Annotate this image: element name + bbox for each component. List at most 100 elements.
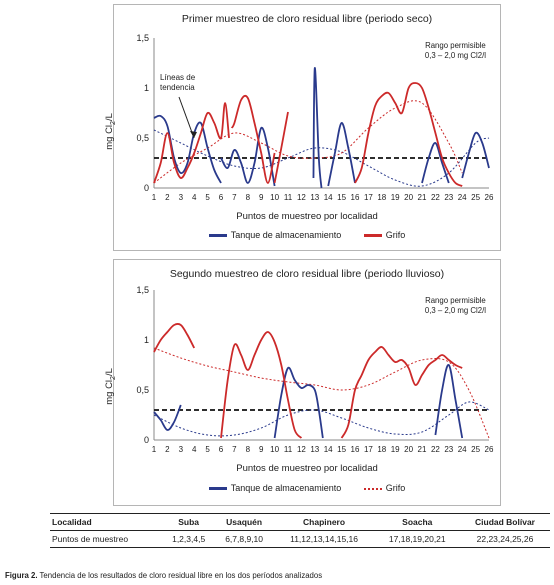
table-header: Usaquén [214, 513, 274, 531]
x-tick-label: 3 [179, 193, 184, 202]
x-tick-label: 12 [297, 193, 306, 202]
y-tick-label: 1,5 [136, 33, 149, 43]
x-tick-label: 26 [485, 193, 494, 202]
trend-line [153, 401, 490, 437]
range-note-line2: 0,3 – 2,0 mg Cl2/l [424, 51, 486, 60]
x-tick-label: 11 [284, 193, 293, 202]
chart-panel-rainy: Segundo muestreo de cloro residual libre… [104, 259, 501, 506]
x-tick-label: 2 [165, 193, 170, 202]
series-line [273, 366, 324, 439]
legend-label-tank: Tanque de almacenamiento [230, 483, 342, 493]
y-axis-label-sub: 2 [109, 376, 117, 380]
x-tick-label: 18 [377, 193, 386, 202]
legend-swatch-tap [363, 234, 382, 238]
table-header: Chapinero [273, 513, 375, 531]
series-line [340, 346, 463, 439]
table-cell: 11,12,13,14,15,16 [273, 530, 375, 548]
y-tick-label: 1 [144, 335, 149, 345]
range-note-line1: Rango permisible [425, 41, 486, 50]
legend-item-tap: Grifo [363, 230, 406, 240]
legend-item-tank: Tanque de almacenamiento [208, 483, 342, 493]
legend-swatch-tank [208, 234, 227, 238]
x-tick-label: 8 [246, 193, 251, 202]
y-tick-label: 0,5 [136, 133, 149, 143]
table-cell: 6,7,8,9,10 [214, 530, 274, 548]
x-tick-label: 5 [205, 445, 210, 454]
x-tick-label: 25 [471, 445, 480, 454]
x-tick-label: 19 [391, 445, 400, 454]
x-tick-label: 9 [259, 445, 264, 454]
y-axis-label-main: mg Cl [103, 124, 115, 150]
annotation-arrowhead [190, 131, 197, 138]
x-tick-label: 22 [431, 193, 440, 202]
caption-text: Tendencia de los resultados de cloro res… [39, 571, 323, 580]
series-line [273, 111, 289, 184]
x-tick-label: 3 [179, 445, 184, 454]
table-cell: 1,2,3,4,5 [162, 530, 215, 548]
table-header-row: Localidad Suba Usaquén Chapinero Soacha … [50, 513, 550, 531]
trend-line [153, 347, 490, 439]
x-tick-label: 14 [324, 445, 333, 454]
legend-label-tank: Tanque de almacenamiento [230, 230, 342, 240]
table-cell: Puntos de muestreo [50, 530, 163, 548]
series-line [153, 114, 222, 184]
legend-swatch-tap [363, 487, 382, 490]
x-tick-label: 18 [377, 445, 386, 454]
y-axis-label-main: mg Cl [103, 379, 115, 405]
x-tick-label: 23 [444, 193, 453, 202]
y-tick-label: 0,5 [136, 385, 149, 395]
y-tick-label: 0 [144, 435, 149, 445]
range-note-line2: 0,3 – 2,0 mg Cl2/l [424, 306, 486, 315]
x-tick-label: 13 [310, 445, 319, 454]
x-tick-label: 15 [337, 193, 346, 202]
x-tick-label: 26 [485, 445, 494, 454]
x-tick-label: 25 [471, 193, 480, 202]
x-tick-label: 10 [270, 193, 279, 202]
x-tick-label: 2 [165, 445, 170, 454]
chart-plot-dry: 00,511,51 2 3 4 5 6 7 8 9 10 11 12 13 14 15 16 17 18 19 20 2… [136, 33, 494, 202]
x-axis-label: Puntos de muestreo por localidad [236, 211, 378, 222]
x-axis-label: Puntos de muestreo por localidad [236, 463, 378, 474]
y-axis-label: mg Cl2/L [104, 368, 117, 405]
table-header: Ciudad Bolívar [459, 513, 550, 531]
x-tick-label: 12 [297, 445, 306, 454]
series-line [461, 131, 490, 179]
x-tick-label: 8 [246, 445, 251, 454]
table-header: Localidad [50, 513, 163, 531]
legend: Tanque de almacenamiento Grifo [114, 230, 500, 240]
x-tick-label: 16 [351, 445, 360, 454]
y-tick-label: 0 [144, 183, 149, 193]
x-tick-label: 4 [192, 193, 197, 202]
x-tick-label: 14 [324, 193, 333, 202]
x-tick-label: 5 [205, 193, 210, 202]
annotation-arrow [178, 96, 195, 139]
series-line [153, 102, 230, 184]
table-row: Puntos de muestreo 1,2,3,4,5 6,7,8,9,10 … [50, 530, 550, 548]
x-tick-label: 15 [337, 445, 346, 454]
chart-title: Segundo muestreo de cloro residual libre… [169, 268, 445, 280]
table-header: Soacha [374, 513, 460, 531]
x-tick-label: 21 [418, 445, 427, 454]
series-line [327, 122, 356, 187]
x-tick-label: 20 [404, 193, 413, 202]
x-tick-label: 6 [219, 193, 224, 202]
range-note-line1: Rango permisible [425, 296, 486, 305]
caption-label: Figura 2. [5, 571, 38, 580]
x-tick-label: 1 [152, 193, 157, 202]
x-tick-label: 16 [351, 193, 360, 202]
series-line [230, 94, 276, 184]
locality-table: Localidad Suba Usaquén Chapinero Soacha … [50, 513, 550, 548]
legend-item-tank: Tanque de almacenamiento [208, 230, 342, 240]
legend-item-tap: Grifo [363, 483, 405, 493]
y-axis-label-end: /L [103, 113, 115, 122]
series-line [153, 323, 196, 353]
trend-annotation: Líneas de tendencia [160, 73, 195, 93]
x-tick-label: 21 [418, 193, 427, 202]
table-cell: 22,23,24,25,26 [459, 530, 550, 548]
x-tick-label: 13 [310, 193, 319, 202]
trend-annotation-line1: Líneas de [160, 73, 196, 82]
legend-label-tap: Grifo [385, 230, 406, 240]
x-tick-label: 1 [152, 445, 157, 454]
x-tick-label: 17 [364, 193, 373, 202]
y-axis-label-end: /L [103, 368, 115, 377]
